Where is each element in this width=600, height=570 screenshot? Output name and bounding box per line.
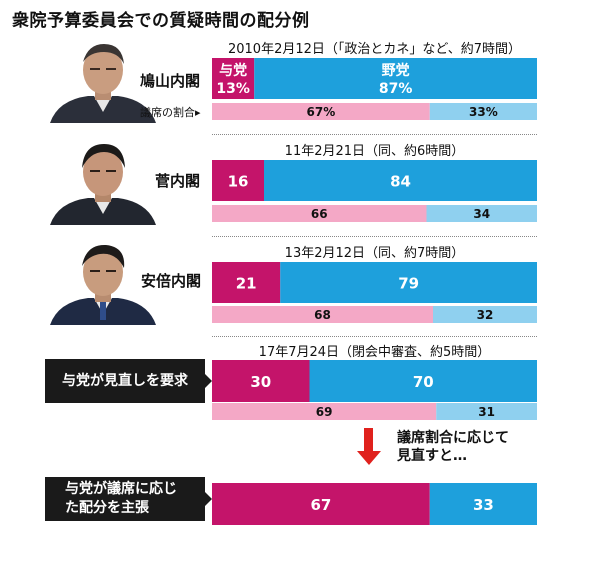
ruling-time-bar <box>212 160 264 201</box>
hatoyama-label: 鳩山内閣 <box>140 72 201 90</box>
divider <box>212 336 537 337</box>
claim-label: 与党が議席に応じた配分を主張 <box>45 477 212 521</box>
request-review-label: 与党が見直しを要求 <box>45 359 212 403</box>
ruling-seat-bar <box>212 205 427 222</box>
kan-portrait <box>44 140 162 225</box>
ruling-time-value: 16 <box>228 173 249 191</box>
opposition-time-bar <box>264 160 537 201</box>
ruling-seat-value: 66 <box>311 207 328 221</box>
ruling-time-bar <box>212 262 281 303</box>
abe-label: 安倍内閣 <box>141 272 202 290</box>
ruling-seat-value: 67% <box>307 105 336 119</box>
seat-ratio-label: 議席の割合▸ <box>140 106 201 119</box>
opposition-time-bar <box>429 483 537 525</box>
opposition-seat-bar <box>433 306 537 323</box>
opposition-seat-value: 33% <box>469 105 498 119</box>
down-arrow-icon <box>364 428 373 452</box>
kan-label: 菅内閣 <box>155 172 201 190</box>
ruling-time-value: 21 <box>236 275 257 293</box>
opposition-time-value: 70 <box>413 373 434 391</box>
ruling-seat-bar <box>212 306 433 323</box>
divider <box>212 134 537 135</box>
opposition-seat-value: 34 <box>473 207 490 221</box>
ruling-seat-value: 68 <box>314 308 331 322</box>
label-pointer <box>205 374 212 388</box>
down-arrow-icon <box>357 451 381 465</box>
row1-header: 2010年2月12日（「政治とカネ」など、約7時間） <box>227 42 522 57</box>
opposition-seat-value: 32 <box>477 308 494 322</box>
row3-header: 13年2月12日（同、約7時間） <box>284 246 465 261</box>
opposition-time-bar <box>309 360 537 402</box>
opposition-time-value: 84 <box>390 173 411 191</box>
opposition-seat-value: 31 <box>478 405 495 419</box>
label-pointer <box>205 492 212 506</box>
ruling-time-bar <box>212 360 310 402</box>
row4-header: 17年7月24日（閉会中審査、約5時間） <box>258 345 491 360</box>
row2-header: 11年2月21日（同、約6時間） <box>284 144 465 159</box>
review-note: 議席割合に応じて 見直すと… <box>397 430 509 464</box>
hatoyama-portrait <box>44 38 162 123</box>
ruling-time-value: 67 <box>310 496 331 514</box>
opposition-time-value: 87% <box>379 81 413 97</box>
chart-title: 衆院予算委員会での質疑時間の配分例 <box>12 11 310 31</box>
opposition-seat-bar <box>429 103 537 120</box>
abe-portrait <box>44 240 162 325</box>
opposition-time-value: 33 <box>473 496 494 514</box>
ruling-time-value: 13% <box>216 81 250 97</box>
ruling-seat-value: 69 <box>316 405 333 419</box>
opposition-time-bar <box>254 58 537 99</box>
ruling-time-value: 30 <box>250 373 271 391</box>
ruling-seat-bar <box>212 103 430 120</box>
ruling-time-bar <box>212 483 430 525</box>
divider <box>212 236 537 237</box>
ruling-time-bar <box>212 58 255 99</box>
ruling-seat-bar <box>212 403 437 420</box>
opposition-series-label: 野党 <box>382 62 410 79</box>
opposition-time-value: 79 <box>398 275 419 293</box>
opposition-seat-bar <box>436 403 537 420</box>
ruling-series-label: 与党 <box>219 62 247 79</box>
opposition-time-bar <box>280 262 537 303</box>
opposition-seat-bar <box>426 205 537 222</box>
